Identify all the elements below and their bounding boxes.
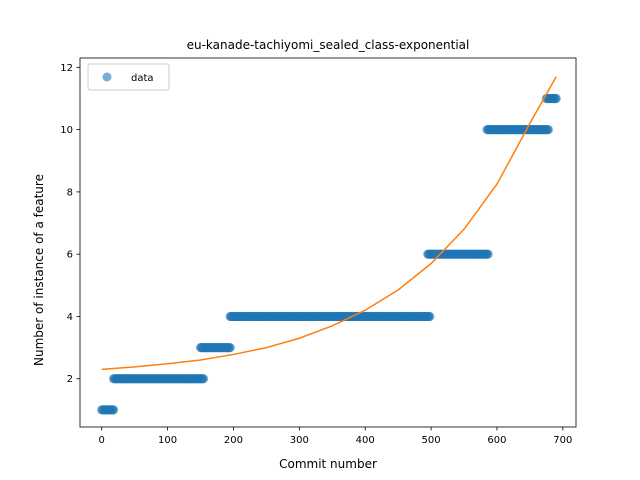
x-tick-label: 600 <box>487 435 506 446</box>
x-tick-label: 100 <box>158 435 177 446</box>
axes-border <box>79 57 577 428</box>
legend-label-data: data <box>131 73 154 84</box>
data-point <box>198 374 209 384</box>
chart-title: eu-kanade-tachiyomi_sealed_class-exponen… <box>187 38 470 52</box>
data-point <box>108 405 119 415</box>
legend-marker-data <box>102 72 112 82</box>
plot-area <box>97 76 561 415</box>
scatter-series-data <box>97 93 561 415</box>
exponential-fit-line <box>101 76 557 371</box>
x-axis-label: Commit number <box>279 457 377 471</box>
y-tick-label: 2 <box>67 374 73 385</box>
x-tick-label: 700 <box>553 435 572 446</box>
x-tick-label: 0 <box>99 435 105 446</box>
x-tick-label: 400 <box>356 435 375 446</box>
data-point <box>483 249 493 259</box>
y-tick-label: 6 <box>67 250 73 261</box>
y-axis-label: Number of instance of a feature <box>32 174 46 366</box>
x-tick-label: 500 <box>422 435 441 446</box>
data-point <box>225 342 235 353</box>
y-tick-label: 10 <box>60 125 73 136</box>
y-tick-label: 4 <box>67 312 73 323</box>
y-axis: 2 4 6 8 10 12 <box>60 63 80 385</box>
y-tick-label: 8 <box>67 187 73 198</box>
x-tick-label: 300 <box>290 435 309 446</box>
axes-frame <box>79 57 577 428</box>
x-axis: 0 100 200 300 400 500 600 700 <box>99 427 572 446</box>
data-point <box>551 93 561 104</box>
legend-frame <box>87 63 170 91</box>
x-tick-label: 200 <box>224 435 243 446</box>
legend: data <box>87 63 170 91</box>
data-point <box>543 125 553 135</box>
data-point <box>425 311 435 322</box>
y-tick-label: 12 <box>60 63 73 74</box>
